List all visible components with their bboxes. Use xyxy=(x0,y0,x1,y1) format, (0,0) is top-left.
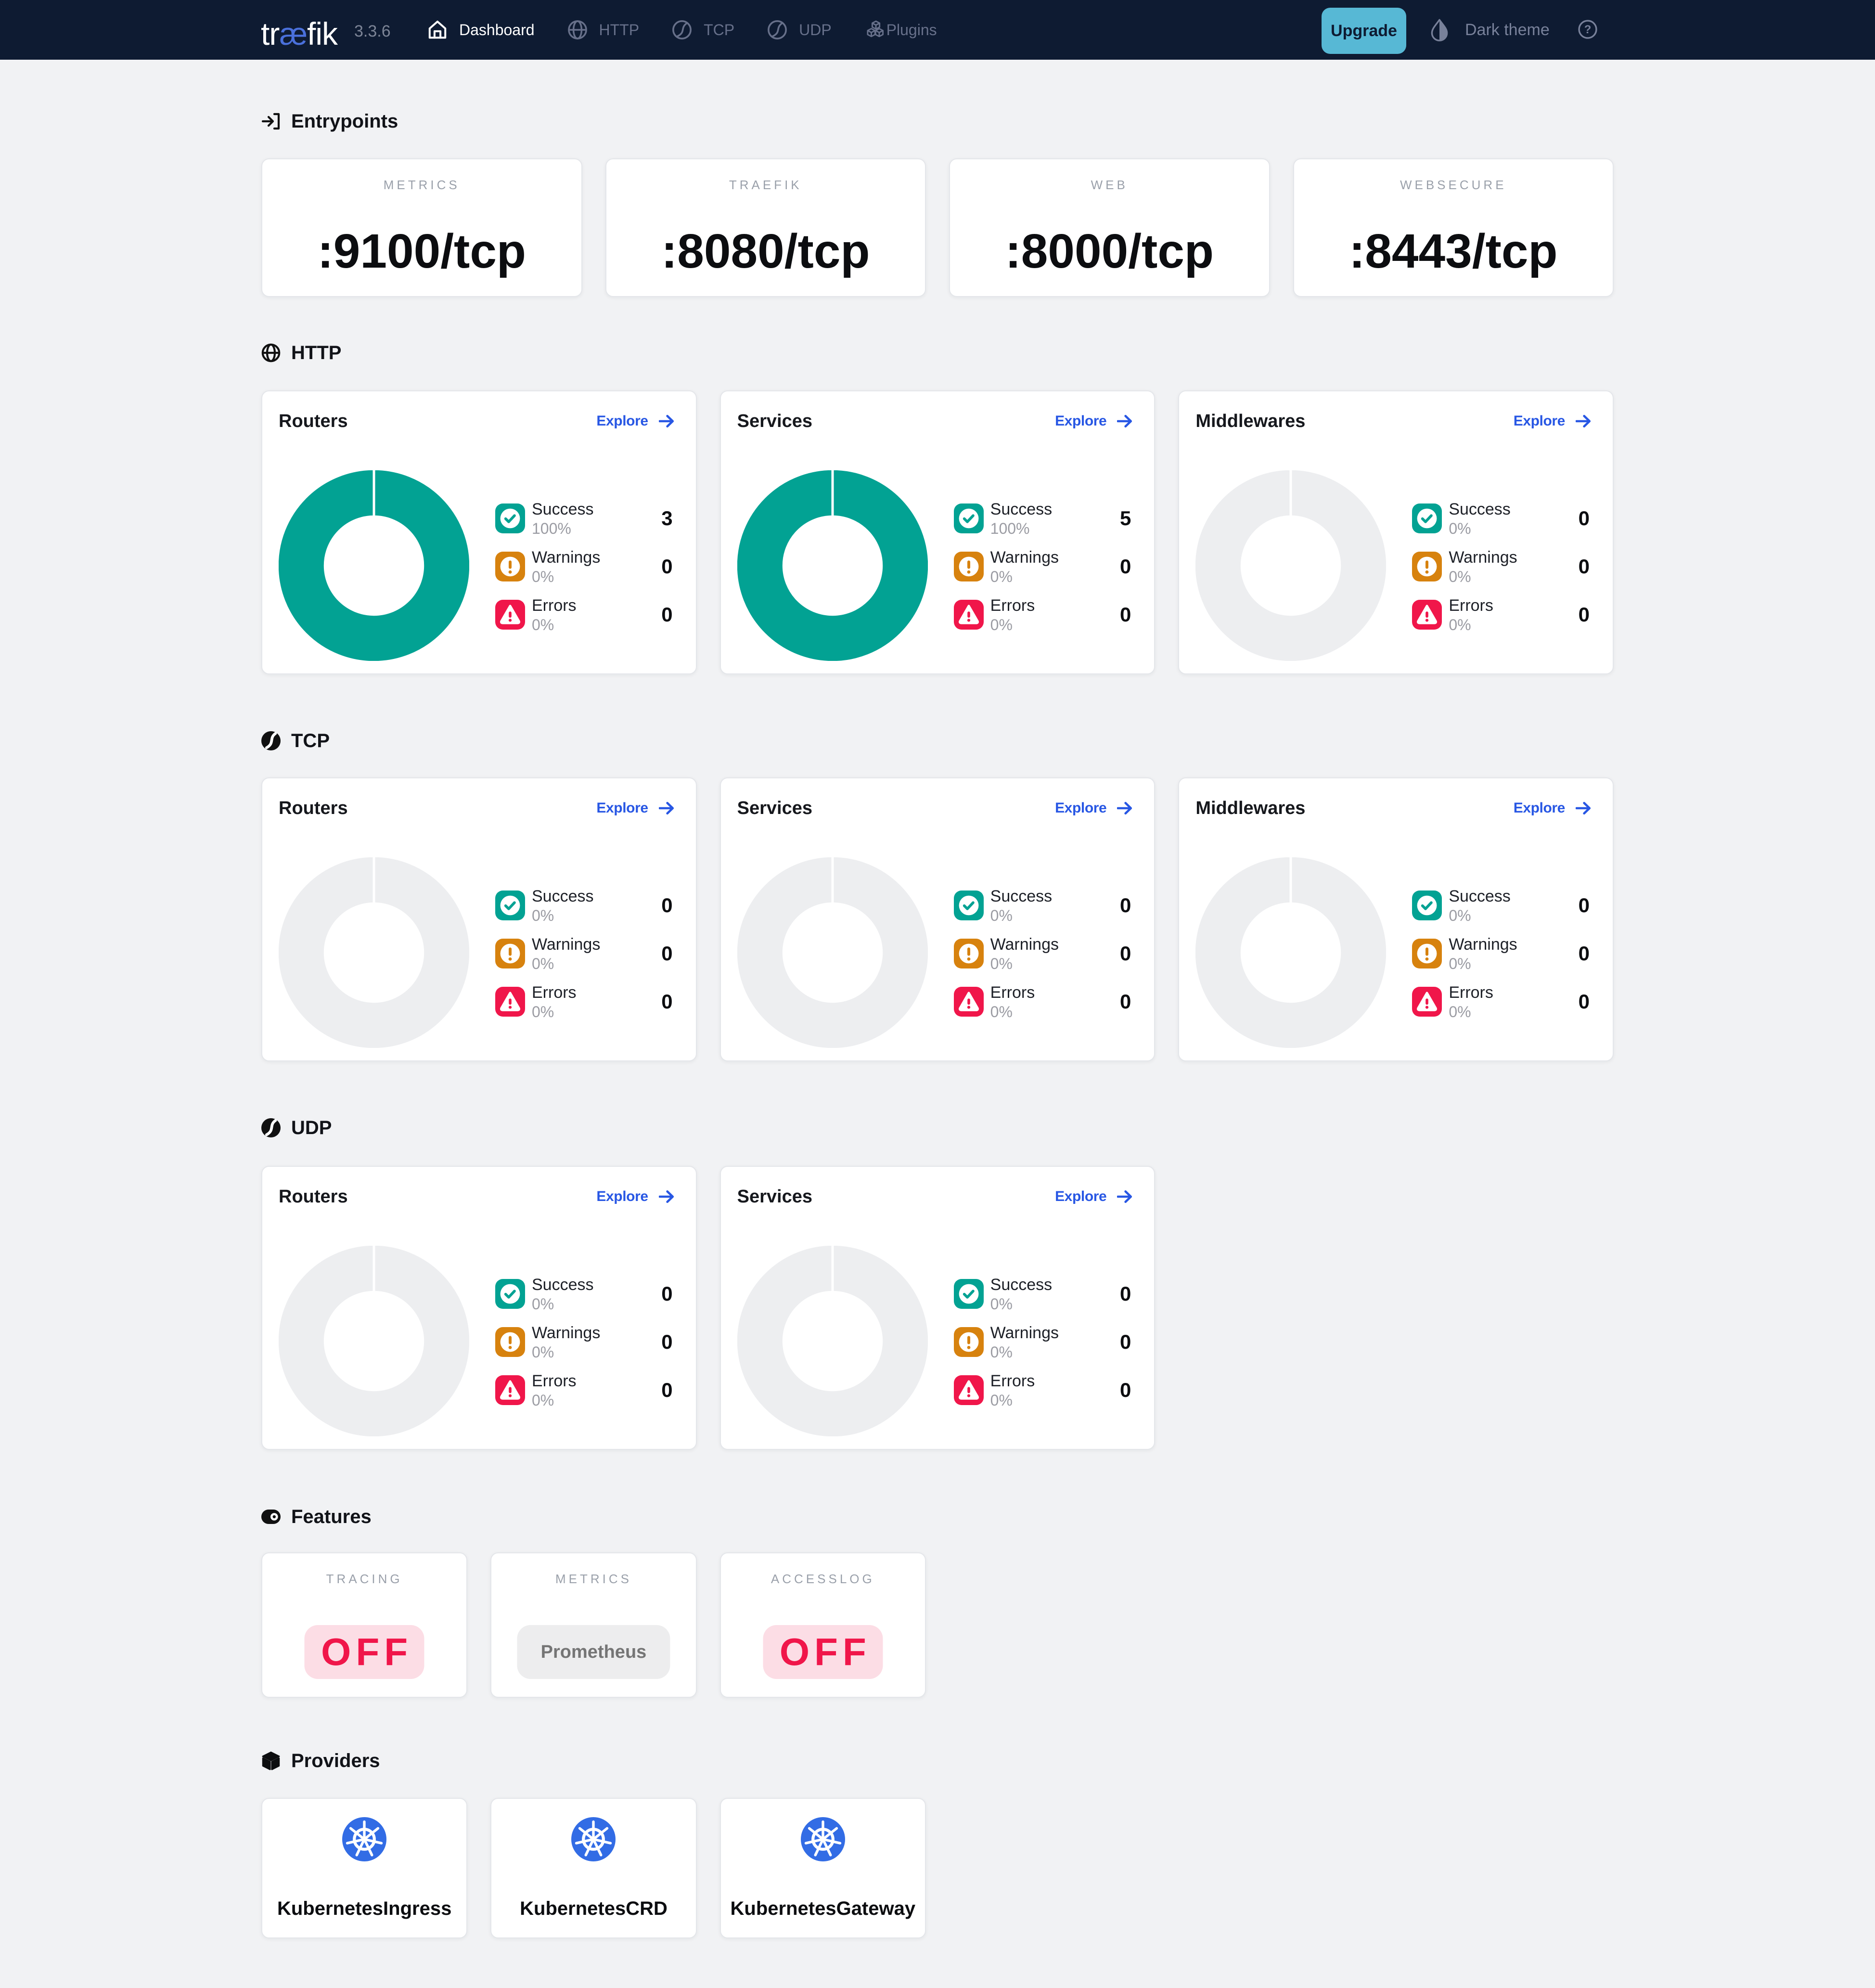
svg-text:?: ? xyxy=(1584,23,1592,36)
